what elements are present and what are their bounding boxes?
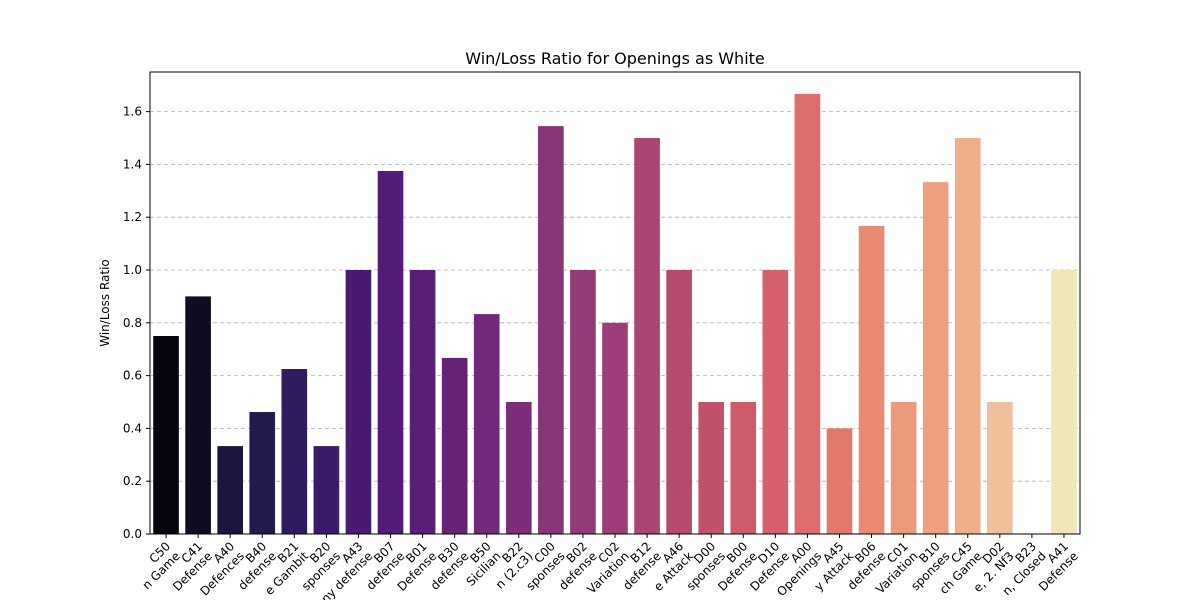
y-tick-label: 1.4	[123, 157, 142, 171]
y-tick-label: 1.6	[123, 105, 142, 119]
bar	[987, 402, 1013, 534]
y-tick-label: 0.4	[123, 421, 142, 435]
bar	[666, 270, 692, 534]
bar	[377, 171, 404, 534]
bar	[153, 336, 179, 534]
bar	[281, 369, 308, 534]
y-tick-label: 1.2	[123, 210, 142, 224]
bar	[954, 138, 981, 534]
bar	[217, 446, 243, 534]
bar	[762, 270, 789, 534]
bar	[249, 412, 276, 534]
bar	[570, 270, 596, 534]
bar	[730, 402, 757, 534]
y-tick-label: 0.0	[123, 527, 142, 541]
bar	[505, 402, 532, 534]
y-tick-label: 0.2	[123, 474, 142, 488]
bar	[698, 402, 725, 534]
bar	[858, 225, 885, 535]
bar	[890, 402, 917, 534]
bar	[538, 126, 564, 535]
bar	[409, 270, 436, 534]
bar	[1051, 270, 1077, 534]
bar	[185, 296, 211, 534]
bars	[153, 93, 1077, 535]
y-axis-title: Win/Loss Ratio	[98, 259, 112, 347]
bar	[313, 446, 340, 534]
y-tick-label: 0.8	[123, 316, 142, 330]
bar	[826, 428, 853, 534]
bar	[602, 322, 628, 534]
y-tick-label: 0.6	[123, 369, 142, 383]
bar	[922, 182, 949, 534]
bar	[345, 270, 372, 534]
bar	[794, 93, 821, 535]
chart-title: Win/Loss Ratio for Openings as White	[465, 49, 765, 68]
y-axis-ticks: 0.0 0.2 0.4 0.6 0.8 1.0 1.2 1.4 1.6	[123, 105, 150, 541]
bar	[441, 357, 468, 534]
bar	[473, 314, 500, 534]
bar	[634, 138, 660, 534]
y-tick-label: 1.0	[123, 263, 142, 277]
x-axis-ticks: C50n GameC41DefenseA40DefencesB40defense…	[140, 534, 1081, 600]
